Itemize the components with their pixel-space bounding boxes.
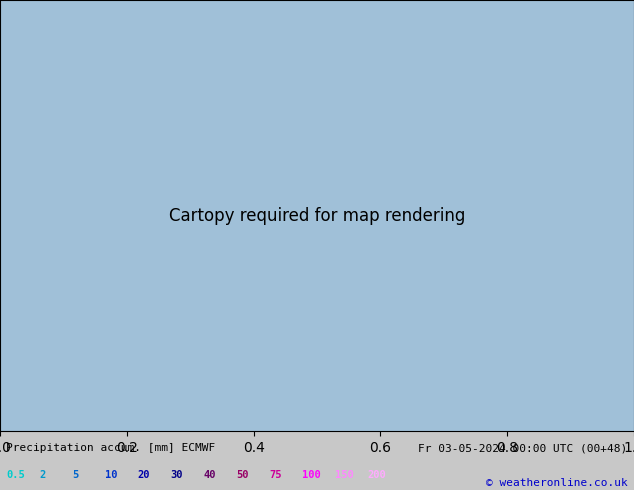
Text: Fr 03-05-2024 00:00 UTC (00+48): Fr 03-05-2024 00:00 UTC (00+48): [418, 443, 628, 453]
Text: 100: 100: [302, 470, 321, 480]
Text: 30: 30: [171, 470, 183, 480]
Text: 5: 5: [72, 470, 78, 480]
Text: 150: 150: [335, 470, 354, 480]
Text: 75: 75: [269, 470, 281, 480]
Text: 40: 40: [204, 470, 216, 480]
Text: 50: 50: [236, 470, 249, 480]
Text: Precipitation accum. [mm] ECMWF: Precipitation accum. [mm] ECMWF: [6, 443, 216, 453]
Text: 20: 20: [138, 470, 150, 480]
Text: 10: 10: [105, 470, 117, 480]
Text: 200: 200: [368, 470, 387, 480]
Text: 2: 2: [39, 470, 46, 480]
Text: Cartopy required for map rendering: Cartopy required for map rendering: [169, 207, 465, 224]
Text: © weatheronline.co.uk: © weatheronline.co.uk: [486, 478, 628, 488]
Text: 0.5: 0.5: [6, 470, 25, 480]
